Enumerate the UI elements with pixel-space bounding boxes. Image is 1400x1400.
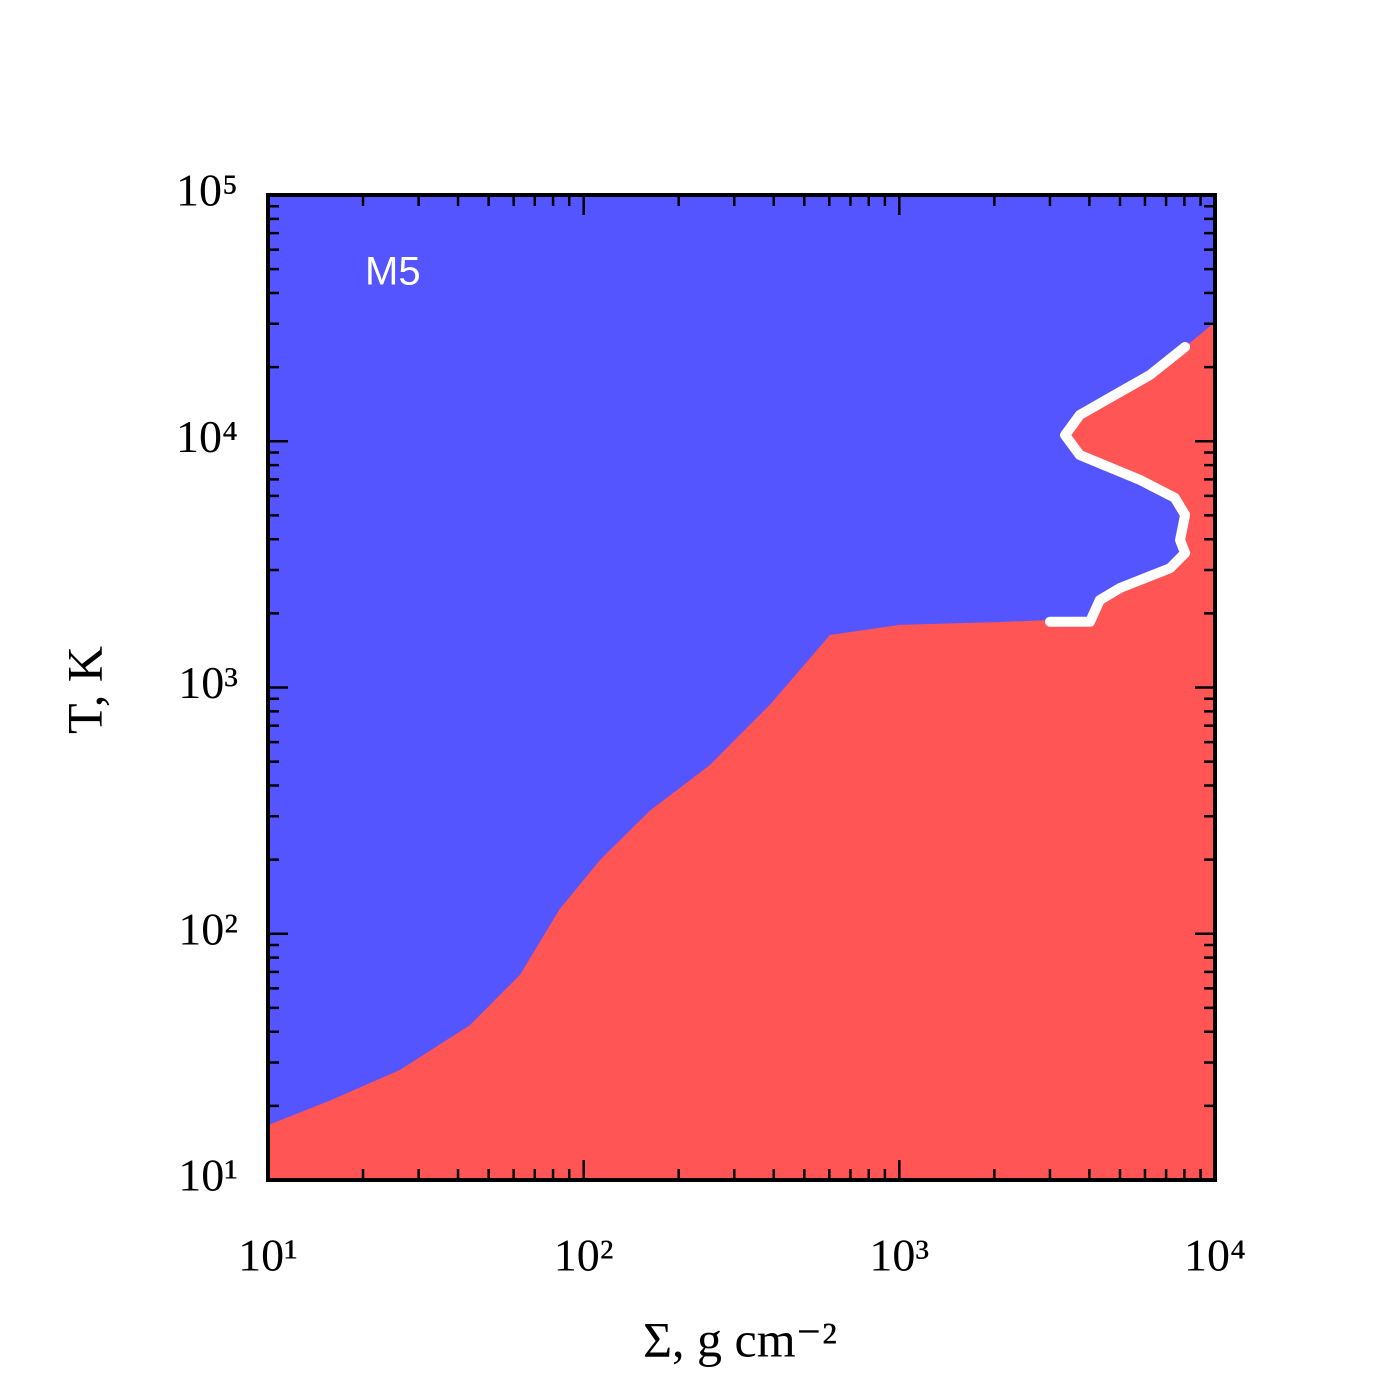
y-tick-label: 10³	[178, 657, 238, 708]
x-tick-label: 10¹	[238, 1230, 298, 1281]
plot-frame	[266, 193, 1217, 1182]
y-tick-label: 10⁵	[176, 165, 238, 216]
y-tick-label: 10²	[178, 903, 238, 954]
area	[268, 321, 1215, 1180]
x-tick-label: 10²	[554, 1230, 614, 1281]
y-axis-label: T, K	[56, 646, 112, 734]
x-tick-label: 10⁴	[1184, 1230, 1246, 1281]
x-tick-label: 10³	[869, 1230, 929, 1281]
y-tick-label: 10¹	[178, 1150, 238, 1201]
line	[1044, 341, 1191, 627]
y-tick-label: 10⁴	[176, 411, 238, 462]
annotation: M5	[365, 250, 421, 294]
x-axis-label: Σ, g cm⁻²	[643, 1311, 837, 1367]
